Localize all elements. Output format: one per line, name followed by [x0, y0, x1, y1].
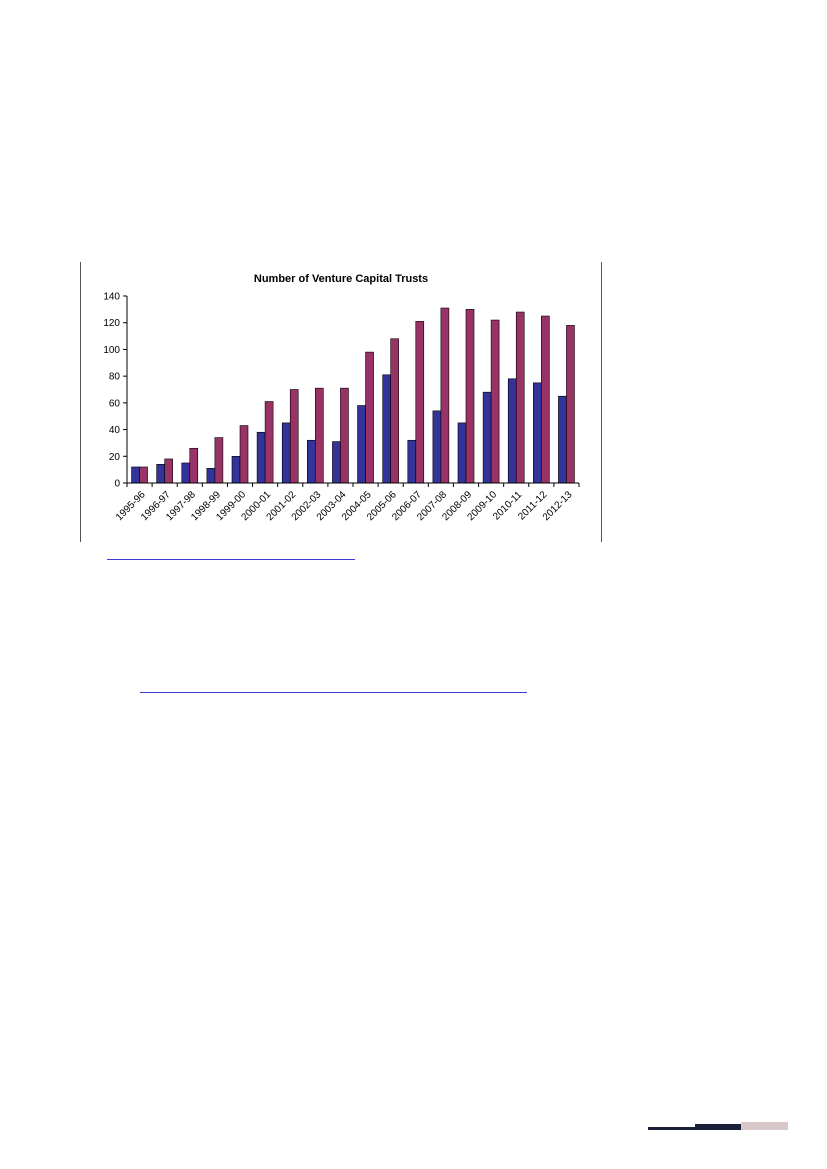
bar-series-1-2011-12: [533, 382, 542, 484]
bar-series-2-2012-13: [566, 325, 575, 484]
bar-series-2-1996-97: [164, 458, 173, 484]
bar-series-2-1995-96: [139, 466, 148, 484]
y-tick-label: 80: [109, 372, 121, 383]
bar-series-2-2002-03: [315, 387, 324, 484]
bar-series-1-2006-07: [407, 439, 417, 484]
bar-series-2-2011-12: [541, 315, 550, 484]
bar-series-2-2006-07: [415, 321, 425, 484]
bar-series-2-1997-98: [189, 447, 199, 484]
y-axis: 0 20 40 60 80 100 120 140: [103, 292, 128, 490]
bar-series-2-2001-02: [289, 389, 299, 484]
bar-series-1-2003-04: [332, 441, 341, 484]
bar-series-2-2004-05: [365, 351, 374, 484]
footer-bar-thin: [648, 1127, 696, 1130]
bar-series-2-2009-10: [490, 319, 500, 484]
x-axis: 1995-961996-971997-981998-991999-002000-…: [114, 482, 580, 523]
bar-series-1-2010-11: [507, 378, 517, 484]
y-tick-label: 0: [114, 479, 120, 490]
bar-series-1-1998-99: [206, 468, 216, 484]
y-tick-label: 20: [109, 452, 121, 463]
footer-bar-light: [741, 1122, 788, 1130]
bars: [131, 307, 575, 484]
bar-series-2-2007-08: [440, 307, 450, 484]
hyperlink-underline[interactable]: [140, 692, 527, 693]
y-tick-label: 60: [109, 398, 121, 409]
bar-series-1-2005-06: [382, 374, 391, 484]
bar-series-1-1999-00: [231, 455, 241, 484]
bar-series-2-2005-06: [390, 338, 399, 484]
chart-figure: Number of Venture Capital Trusts 0 20 40 60…: [80, 262, 602, 542]
bar-series-1-2001-02: [281, 422, 291, 484]
bar-series-1-2008-09: [457, 422, 467, 484]
bar-series-1-1997-98: [181, 462, 191, 484]
footer-bar-dark: [695, 1124, 741, 1130]
bar-series-1-1995-96: [131, 466, 140, 484]
bar-series-1-1996-97: [156, 464, 165, 484]
bar-series-2-1998-99: [214, 437, 224, 484]
bar-chart: Number of Venture Capital Trusts 0 20 40 60…: [103, 273, 580, 523]
bar-series-1-2009-10: [482, 391, 492, 484]
y-tick-label: 100: [103, 345, 120, 356]
y-tick-label: 120: [103, 318, 120, 329]
y-tick-label: 40: [109, 425, 121, 436]
bar-series-2-2003-04: [340, 387, 349, 484]
bar-series-2-2010-11: [515, 311, 525, 484]
bar-series-2-2008-09: [465, 309, 475, 484]
chart-frame-left-border: [80, 262, 81, 542]
bar-series-2-2000-01: [264, 401, 274, 484]
bar-series-1-2007-08: [432, 410, 442, 484]
chart-frame-right-border: [601, 262, 602, 542]
bar-series-1-2004-05: [357, 405, 366, 484]
bar-series-1-2002-03: [307, 439, 316, 484]
bar-series-2-1999-00: [239, 425, 249, 484]
y-tick-label: 140: [103, 292, 120, 303]
chart-title: Number of Venture Capital Trusts: [254, 273, 428, 285]
bar-series-1-2012-13: [558, 395, 567, 484]
bar-series-1-2000-01: [256, 431, 266, 484]
footer-decoration: [648, 1122, 788, 1130]
hyperlink-underline[interactable]: [107, 559, 355, 560]
